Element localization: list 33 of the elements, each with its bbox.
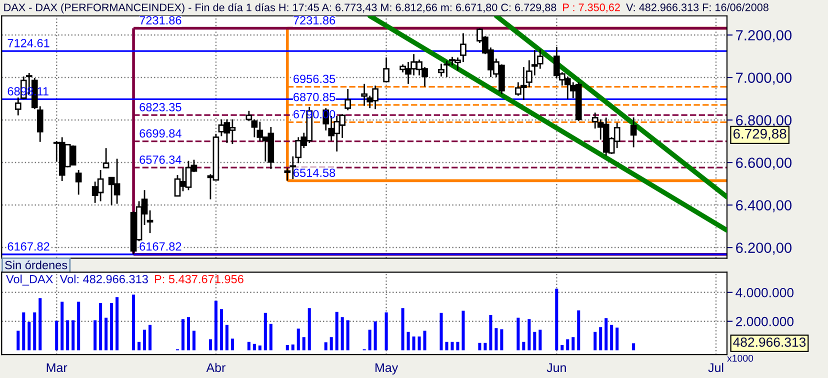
text: Sin órdenes bbox=[5, 260, 68, 270]
y-tick-label: 7.000,00 bbox=[736, 72, 792, 85]
text: V: 482.966.313 F: 16/06/2008 bbox=[626, 3, 768, 12]
ref-line-label: 7124.61 bbox=[8, 38, 50, 48]
y-tick-label: 7.200,00 bbox=[736, 30, 792, 42]
text: x1000 bbox=[727, 354, 754, 362]
ref-line-label: 7231.86 bbox=[294, 16, 336, 25]
text: 482.966.313 bbox=[733, 337, 806, 347]
chart-title: Vol_DAX Vol: 482.966.313 bbox=[6, 274, 148, 286]
chart-title: DAX - DAX (PERFORMANCEINDEX) - Fin de día 1 días H: 17:45 A: 6.773,43 M: 6.812,66 m: 6.671,80 C: 6.729,88 bbox=[4, 3, 556, 14]
ref-line-label: 6823.35 bbox=[140, 102, 182, 112]
y-tick-label: 4.000.000 bbox=[736, 288, 794, 298]
text: 6.729,88 bbox=[733, 128, 786, 140]
ref-line-label: 6956.35 bbox=[294, 74, 336, 84]
ref-line-label: 6167.82 bbox=[8, 242, 50, 251]
ref-line-label: 7231.86 bbox=[140, 16, 182, 25]
ref-line-label: 6514.58 bbox=[294, 168, 336, 177]
x-tick-label: Jul bbox=[708, 362, 724, 372]
ref-line-label: 6870.85 bbox=[294, 92, 336, 102]
x-tick-label: May bbox=[376, 363, 398, 375]
ref-line-label: 6167.82 bbox=[140, 242, 182, 251]
ref-line-label: 6699.84 bbox=[140, 129, 182, 138]
chart-subtitle: P : 7.350,62 bbox=[563, 4, 620, 13]
x-tick-label: Mar bbox=[46, 363, 68, 372]
x-tick-label: Jun bbox=[546, 363, 566, 372]
y-tick-label: 2.000.000 bbox=[736, 316, 794, 326]
y-tick-label: 6.600,00 bbox=[736, 158, 792, 170]
ref-line-label: 6576.34 bbox=[140, 155, 182, 164]
y-tick-label: 6.800,00 bbox=[736, 115, 792, 128]
y-tick-label: 6.400,00 bbox=[736, 200, 792, 212]
x-tick-label: Abr bbox=[206, 362, 226, 372]
y-tick-label: 6.200,00 bbox=[736, 242, 792, 255]
chart-subtitle: P: 5.437.671.956 bbox=[154, 274, 244, 284]
